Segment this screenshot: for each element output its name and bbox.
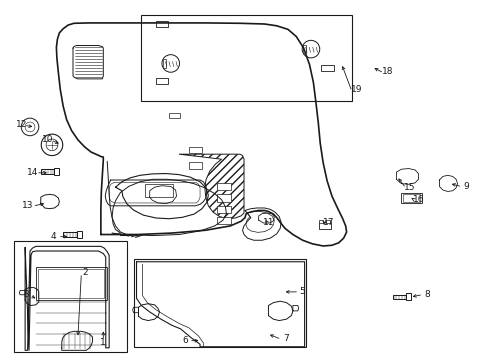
Text: 15: 15 xyxy=(404,183,416,192)
Bar xyxy=(169,94,180,100)
Bar xyxy=(217,217,231,225)
Bar xyxy=(217,183,231,190)
Bar xyxy=(163,59,166,68)
Text: 8: 8 xyxy=(424,290,430,299)
Text: 18: 18 xyxy=(382,67,393,76)
Text: 10: 10 xyxy=(42,135,53,144)
Text: 19: 19 xyxy=(351,85,362,94)
Bar xyxy=(63,232,77,237)
Text: 16: 16 xyxy=(413,195,424,204)
Bar xyxy=(217,194,231,202)
Bar xyxy=(41,169,54,174)
Text: 4: 4 xyxy=(50,232,56,241)
Text: 5: 5 xyxy=(300,287,306,296)
Bar xyxy=(54,168,59,175)
Text: 1: 1 xyxy=(100,338,106,347)
Bar xyxy=(36,267,107,300)
Text: 12: 12 xyxy=(16,120,27,129)
Bar xyxy=(303,45,306,53)
Text: 7: 7 xyxy=(284,334,290,343)
Bar xyxy=(189,162,201,168)
Bar xyxy=(392,295,406,299)
Text: 14: 14 xyxy=(27,168,38,177)
Text: 11: 11 xyxy=(263,218,274,227)
Text: 17: 17 xyxy=(323,218,335,227)
Bar xyxy=(401,193,422,203)
Bar xyxy=(142,15,351,101)
Bar xyxy=(14,241,127,352)
Bar xyxy=(406,293,411,301)
Bar xyxy=(156,22,168,27)
Bar xyxy=(134,259,306,347)
Bar xyxy=(403,194,420,202)
Bar xyxy=(319,220,323,223)
Bar xyxy=(319,222,331,229)
Bar xyxy=(217,206,231,213)
Text: 13: 13 xyxy=(22,201,33,210)
Text: 9: 9 xyxy=(463,182,469,191)
Bar xyxy=(38,269,104,298)
Text: 2: 2 xyxy=(82,268,88,277)
Bar xyxy=(326,220,330,223)
Text: 3: 3 xyxy=(23,290,29,299)
Bar xyxy=(169,113,180,118)
Bar xyxy=(77,231,82,238)
Bar xyxy=(321,64,334,71)
Text: 6: 6 xyxy=(182,336,188,345)
Bar xyxy=(145,184,173,197)
Bar xyxy=(156,78,168,84)
Bar xyxy=(189,147,201,153)
